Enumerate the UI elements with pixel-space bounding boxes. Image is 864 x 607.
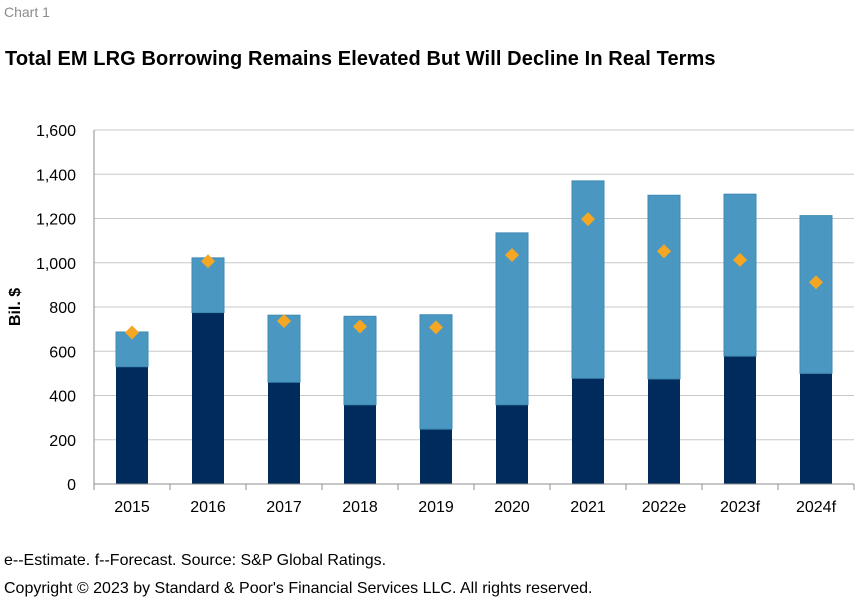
bar-lower-segment [344, 404, 376, 484]
bar-lower-segment [800, 373, 832, 484]
y-tick-label: 600 [49, 344, 76, 361]
marker-point [657, 244, 671, 259]
marker-point [353, 319, 367, 334]
x-tick-label: 2024f [796, 499, 837, 516]
bar-lower-segment [268, 382, 300, 484]
chart-title: Total EM LRG Borrowing Remains Elevated … [5, 48, 716, 70]
y-tick-label: 1,600 [36, 123, 76, 140]
y-tick-label: 0 [67, 477, 76, 494]
marker-point [733, 252, 747, 267]
bar-upper-segment [495, 232, 529, 406]
x-tick-label: 2018 [342, 499, 378, 516]
y-tick-label: 1,000 [36, 256, 76, 273]
bar-lower-segment [192, 312, 224, 484]
x-tick-label: 2022e [642, 499, 687, 516]
x-tick-label: 2017 [266, 499, 302, 516]
marker-point [277, 313, 291, 328]
bar-upper-segment [723, 193, 757, 357]
y-tick-label: 1,400 [36, 167, 76, 184]
x-tick-label: 2019 [418, 499, 454, 516]
x-tick-label: 2015 [114, 499, 150, 516]
bar-upper-segment [571, 180, 605, 379]
x-tick-label: 2016 [190, 499, 226, 516]
marker-point [581, 212, 595, 227]
y-tick-label: 1,200 [36, 212, 76, 229]
source-footnote: e--Estimate. f--Forecast. Source: S&P Gl… [4, 552, 387, 569]
stacked-bar-chart: 0 200 400 600 800 1,000 1,200 1,400 1,600 Bil. $ 2… [7, 123, 855, 516]
bar-upper-segment [647, 194, 681, 380]
marker-point [201, 254, 215, 269]
y-tick-label: 400 [49, 389, 76, 406]
bar-lower-segment [724, 356, 756, 484]
bar-lower-segment [572, 378, 604, 484]
marker-point [125, 325, 139, 340]
bar-lower-segment [496, 404, 528, 484]
bar-lower-segment [648, 378, 680, 484]
chart-number-label: Chart 1 [4, 4, 50, 20]
marker-point [429, 320, 443, 335]
x-tick-label: 2021 [570, 499, 606, 516]
marker-point [809, 275, 823, 290]
y-tick-label: 800 [49, 300, 76, 317]
marker-point [505, 248, 519, 263]
copyright-footnote: Copyright © 2023 by Standard & Poor's Fi… [4, 580, 593, 597]
y-axis-title: Bil. $ [7, 288, 24, 326]
x-tick-label: 2023f [720, 499, 761, 516]
bar-lower-segment [420, 429, 452, 484]
x-tick-label: 2020 [494, 499, 530, 516]
bar-lower-segment [116, 366, 148, 484]
bar-upper-segment [799, 215, 833, 374]
y-tick-label: 200 [49, 433, 76, 450]
